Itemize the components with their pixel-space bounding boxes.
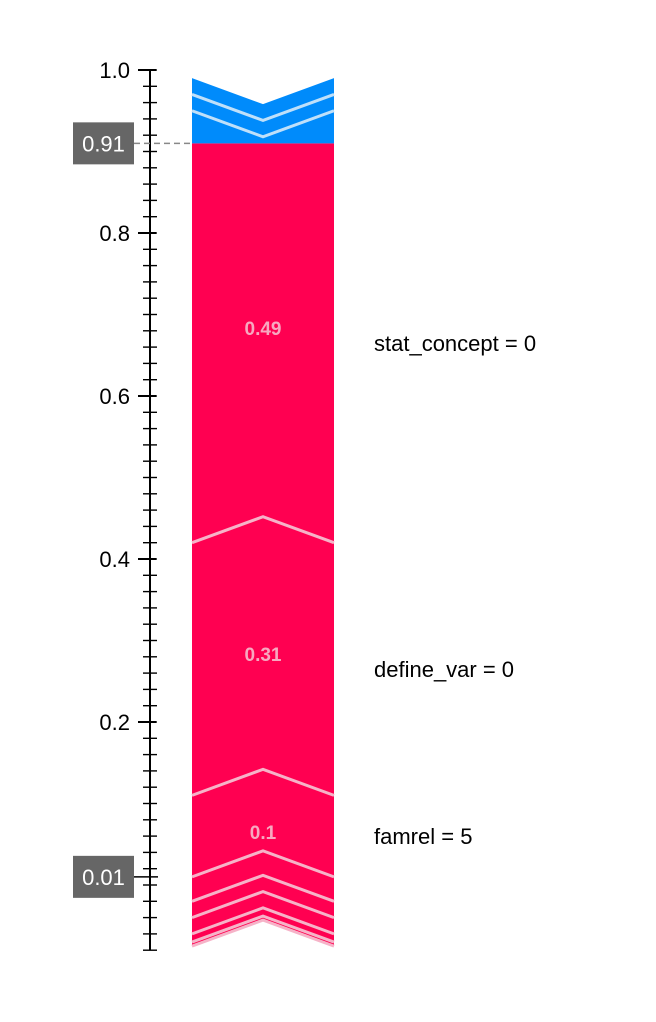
tick-label: 1.0 [99,58,130,83]
segment-separator [191,918,335,948]
negative-segment [192,110,334,144]
segment-value-label: 0.31 [245,645,282,666]
y-axis: 1.0 0.8 0.6 0.4 0.2 [99,58,157,951]
feature-label: stat_concept = 0 [374,331,536,356]
segment-separator [191,93,335,123]
positive-segment [192,875,334,918]
segment-separator [191,890,335,920]
tick-label: 0.4 [99,547,130,572]
tick-label: 0.8 [99,221,130,246]
segment-value-label: 0.49 [245,319,282,340]
positive-segment [192,850,334,902]
tick-label: 0.2 [99,710,130,735]
segment-separator [191,873,335,903]
positive-segment [192,143,334,543]
segment-separator [191,515,335,545]
segment-separator [191,906,335,936]
force-bars [191,78,335,948]
positive-segment [192,891,334,934]
value-markers: 0.91 0.01 [73,122,192,898]
positive-segment [192,516,334,796]
base-value-label: 0.01 [82,865,125,890]
feature-label: define_var = 0 [374,657,514,682]
base-value-box [73,855,134,898]
negative-segment [192,78,334,121]
feature-label: famrel = 5 [374,824,472,849]
positive-segment [192,769,334,877]
tick-label: 0.6 [99,384,130,409]
output-value-label: 0.91 [82,131,125,156]
segment-separator [191,849,335,879]
segment-value-label: 0.1 [250,823,277,844]
segment-separator [191,914,335,944]
output-value-box [73,122,134,165]
segment-separator [191,109,335,139]
negative-segment [192,94,334,137]
segment-labels: 0.49 stat_concept = 0 0.31 define_var = 0 0.… [245,319,537,849]
segment-separator [191,767,335,797]
